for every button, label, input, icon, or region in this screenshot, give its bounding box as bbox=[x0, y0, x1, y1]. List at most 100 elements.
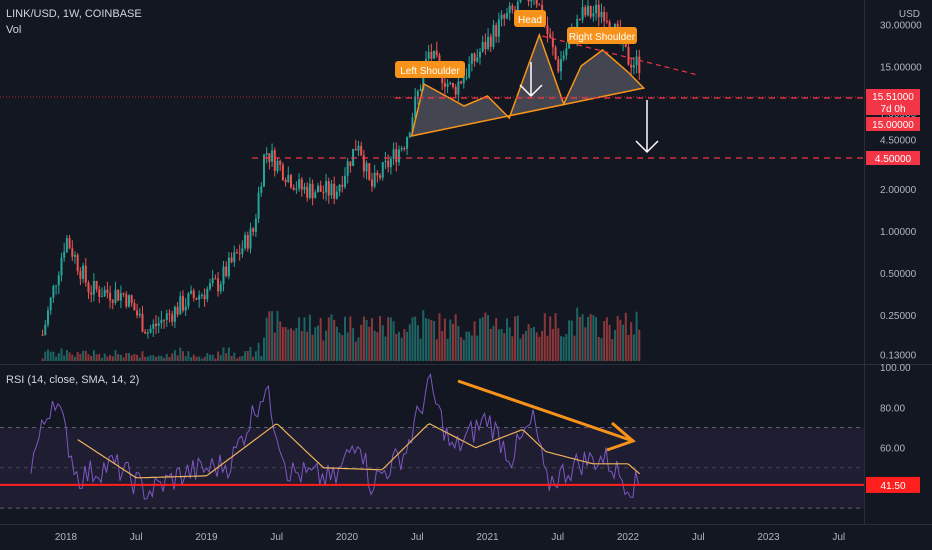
rsi-level-badge-bg bbox=[866, 476, 920, 493]
levels-group bbox=[0, 96, 864, 159]
candle bbox=[630, 64, 633, 68]
volume-bar bbox=[406, 331, 409, 361]
candle bbox=[276, 160, 279, 171]
volume-bar bbox=[271, 311, 274, 361]
candle bbox=[109, 292, 112, 301]
candle bbox=[235, 252, 238, 254]
volume-bar bbox=[325, 330, 328, 361]
candle bbox=[514, 9, 517, 11]
price-tick-label: 0.13000 bbox=[880, 350, 917, 361]
candle bbox=[241, 248, 244, 254]
time-axis: 2018 Jul 2019 Jul 2020 Jul 2021 Jul 2022 Jul 2023 J… bbox=[55, 532, 845, 543]
candle bbox=[370, 179, 373, 187]
volume-bar bbox=[181, 351, 184, 361]
volume-bar bbox=[527, 324, 530, 361]
volume-bar bbox=[98, 353, 101, 361]
volume-bar bbox=[557, 328, 560, 361]
volume-bar bbox=[611, 339, 614, 361]
volume-bar bbox=[603, 321, 606, 361]
candle bbox=[184, 306, 187, 311]
level-15-badge: 15.00000 bbox=[866, 117, 920, 131]
volume-bar bbox=[330, 314, 333, 361]
volume-bar bbox=[246, 350, 249, 361]
rsi-tick-label: 60.00 bbox=[880, 444, 905, 455]
volume-bar bbox=[500, 328, 503, 361]
volume-bar bbox=[441, 331, 444, 361]
candle bbox=[76, 255, 79, 271]
candle bbox=[195, 297, 198, 300]
candle bbox=[157, 323, 160, 326]
candle bbox=[246, 234, 249, 249]
candle bbox=[503, 14, 506, 19]
candle bbox=[227, 257, 230, 277]
volume-bar bbox=[462, 339, 465, 361]
candle bbox=[397, 149, 400, 163]
candle bbox=[273, 150, 276, 171]
volume-bar bbox=[195, 356, 198, 361]
volume-bar bbox=[376, 332, 379, 361]
volume-bar bbox=[268, 311, 271, 361]
candle bbox=[257, 192, 260, 219]
volume-bar bbox=[519, 338, 522, 361]
volume-bar bbox=[497, 329, 500, 361]
volume-bar bbox=[370, 318, 373, 361]
volume-bar bbox=[265, 317, 268, 361]
time-tick-label: 2018 bbox=[55, 532, 78, 543]
volume-bar bbox=[419, 338, 422, 361]
volume-bar bbox=[395, 333, 398, 361]
volume-bar bbox=[136, 354, 139, 361]
volume-bar bbox=[144, 356, 147, 361]
candle bbox=[457, 81, 460, 95]
candle bbox=[365, 163, 368, 172]
volume-bar bbox=[52, 351, 55, 361]
candle bbox=[592, 13, 595, 17]
last-price-badge-text: 7d 0h bbox=[880, 104, 905, 115]
candle bbox=[384, 160, 387, 162]
volume-bar bbox=[117, 354, 120, 361]
volume-bar bbox=[530, 328, 533, 361]
candle bbox=[462, 77, 465, 84]
candle bbox=[68, 238, 71, 249]
volume-bar bbox=[568, 320, 571, 361]
volume-bar bbox=[208, 354, 211, 361]
volume-label: Vol bbox=[6, 24, 22, 36]
candle bbox=[616, 23, 619, 28]
volume-bar bbox=[632, 334, 635, 361]
volume-bar bbox=[427, 319, 430, 361]
candle bbox=[600, 11, 603, 18]
volume-bar bbox=[262, 337, 265, 361]
time-tick-label: 2021 bbox=[476, 532, 499, 543]
volume-bar bbox=[430, 320, 433, 361]
candle bbox=[495, 25, 498, 37]
candle bbox=[265, 153, 268, 155]
volume-bar bbox=[219, 355, 222, 361]
volume-bar bbox=[454, 314, 457, 361]
price-tick-label: 0.50000 bbox=[880, 269, 917, 280]
volume-bar bbox=[424, 318, 427, 361]
volume-bar bbox=[554, 313, 557, 361]
candle bbox=[316, 185, 319, 193]
volume-bar bbox=[244, 351, 247, 361]
volume-bar bbox=[73, 356, 76, 361]
candle bbox=[360, 145, 363, 156]
label-left-shoulder-bg bbox=[395, 61, 465, 78]
volume-bar bbox=[343, 316, 346, 361]
volume-bar bbox=[335, 326, 338, 361]
price-tick-label: 1.00000 bbox=[880, 227, 917, 238]
candle bbox=[144, 331, 147, 334]
volume-bar bbox=[314, 327, 317, 361]
volume-bar bbox=[505, 318, 508, 361]
volume-bar bbox=[217, 351, 220, 361]
candle bbox=[327, 181, 330, 196]
head-shoulders-pattern bbox=[410, 32, 646, 137]
volume-bar bbox=[230, 356, 233, 361]
candle bbox=[260, 186, 263, 193]
candle bbox=[468, 64, 471, 77]
candle bbox=[90, 292, 93, 295]
candle bbox=[190, 290, 193, 294]
candle bbox=[605, 20, 608, 22]
volume-bar bbox=[295, 327, 298, 361]
candle bbox=[314, 192, 317, 199]
volume-bar bbox=[68, 352, 71, 361]
candle bbox=[84, 265, 87, 283]
